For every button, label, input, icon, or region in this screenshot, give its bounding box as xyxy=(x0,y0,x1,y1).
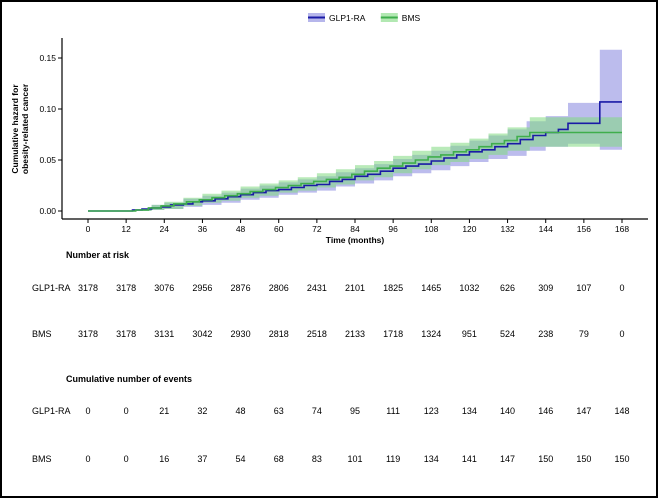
table-cell: 2133 xyxy=(344,329,366,339)
at-risk-row-label-bms: BMS xyxy=(32,329,52,339)
table-cell: 140 xyxy=(500,406,516,416)
table-cell: 16 xyxy=(159,454,170,464)
table-cell: 32 xyxy=(197,406,208,416)
table-cell: 238 xyxy=(538,329,554,339)
table-cell: 37 xyxy=(197,454,208,464)
x-tick-label: 156 xyxy=(577,224,591,234)
table-cell: 2806 xyxy=(268,283,289,293)
table-cell: 2876 xyxy=(230,283,251,293)
table-cell: 147 xyxy=(500,454,516,464)
events-row-label-bms: BMS xyxy=(32,454,52,464)
number-at-risk-header: Number at risk xyxy=(66,250,130,260)
y-tick-label: 0.10 xyxy=(39,104,56,114)
table-cell: 111 xyxy=(386,406,400,416)
events-row-label-glp1ra: GLP1-RA xyxy=(32,406,71,416)
table-cell: 3178 xyxy=(77,329,99,339)
table-cell: 68 xyxy=(273,454,284,464)
table-cell: 74 xyxy=(311,406,322,416)
table-cell: 141 xyxy=(461,454,477,464)
table-cell: 150 xyxy=(538,454,554,464)
table-cell: 2956 xyxy=(192,283,213,293)
table-cell: 101 xyxy=(347,454,363,464)
table-cell: 524 xyxy=(500,329,516,339)
confidence-band-bms xyxy=(88,117,622,211)
table-cell: 79 xyxy=(578,329,589,339)
table-cell: 0 xyxy=(123,406,129,416)
table-cell: 119 xyxy=(385,454,401,464)
x-tick-label: 120 xyxy=(462,224,476,234)
table-cell: 309 xyxy=(538,283,554,293)
table-cell: 63 xyxy=(273,406,284,416)
table-cell: 146 xyxy=(538,406,554,416)
table-cell: 0 xyxy=(619,329,625,339)
x-tick-label: 36 xyxy=(198,224,208,234)
table-cell: 1324 xyxy=(421,329,442,339)
table-cell: 0 xyxy=(85,454,91,464)
table-cell: 1465 xyxy=(421,283,442,293)
table-cell: 134 xyxy=(461,406,477,416)
x-tick-label: 72 xyxy=(312,224,322,234)
hazard-curve-glp1-ra xyxy=(88,101,622,212)
x-tick-label: 12 xyxy=(121,224,131,234)
table-cell: 1718 xyxy=(383,329,404,339)
at-risk-row-label-glp1ra: GLP1-RA xyxy=(32,283,71,293)
table-cell: 148 xyxy=(614,406,630,416)
x-tick-label: 132 xyxy=(500,224,514,234)
x-tick-label: 48 xyxy=(236,224,246,234)
table-cell: 150 xyxy=(614,454,630,464)
table-cell: 3178 xyxy=(77,283,99,293)
x-tick-label: 24 xyxy=(160,224,170,234)
legend-label-glp1-ra: GLP1-RA xyxy=(329,13,366,23)
x-tick-label: 168 xyxy=(615,224,629,234)
table-cell: 3178 xyxy=(116,283,137,293)
table-cell: 1032 xyxy=(459,283,480,293)
table-cell: 2818 xyxy=(268,329,289,339)
table-cell: 147 xyxy=(576,406,592,416)
x-tick-label: 144 xyxy=(539,224,553,234)
table-cell: 150 xyxy=(576,454,592,464)
hazard-curve-bms xyxy=(88,131,622,212)
table-cell: 3131 xyxy=(154,329,175,339)
y-axis-title: Cumulative hazard forobesity-related can… xyxy=(10,83,30,174)
table-cell: 0 xyxy=(85,406,91,416)
x-axis-title: Time (months) xyxy=(326,235,385,245)
table-cell: 3178 xyxy=(116,329,137,339)
table-cell: 48 xyxy=(235,406,246,416)
table-cell: 95 xyxy=(349,406,360,416)
x-tick-label: 0 xyxy=(86,224,91,234)
table-cell: 134 xyxy=(423,454,439,464)
legend-label-bms: BMS xyxy=(402,13,421,23)
table-cell: 2930 xyxy=(230,329,251,339)
x-tick-label: 60 xyxy=(274,224,284,234)
y-tick-label: 0.00 xyxy=(39,206,56,216)
table-cell: 123 xyxy=(423,406,439,416)
x-tick-label: 108 xyxy=(424,224,438,234)
table-cell: 2518 xyxy=(306,329,327,339)
x-tick-label: 84 xyxy=(350,224,360,234)
cumulative-hazard-chart: 0.00 0.05 0.10 0.15 0 12 24 36 48 60 72 84 96 108 120 1… xyxy=(10,13,648,245)
y-tick-label: 0.15 xyxy=(39,53,56,63)
table-cell: 54 xyxy=(235,454,246,464)
cumulative-events-header: Cumulative number of events xyxy=(66,374,193,384)
table-cell: 2431 xyxy=(306,283,327,293)
y-tick-label: 0.05 xyxy=(39,155,56,165)
table-cell: 83 xyxy=(311,454,322,464)
table-cell: 3042 xyxy=(192,329,213,339)
table-cell: 107 xyxy=(576,283,592,293)
table-cell: 626 xyxy=(500,283,516,293)
table-cell: 21 xyxy=(159,406,170,416)
table-cell: 2101 xyxy=(344,283,366,293)
table-cell: 0 xyxy=(619,283,625,293)
table-cell: 951 xyxy=(461,329,477,339)
table-cell: 1825 xyxy=(383,283,404,293)
table-cell: 0 xyxy=(123,454,129,464)
x-tick-label: 96 xyxy=(388,224,398,234)
table-cell: 3076 xyxy=(154,283,175,293)
